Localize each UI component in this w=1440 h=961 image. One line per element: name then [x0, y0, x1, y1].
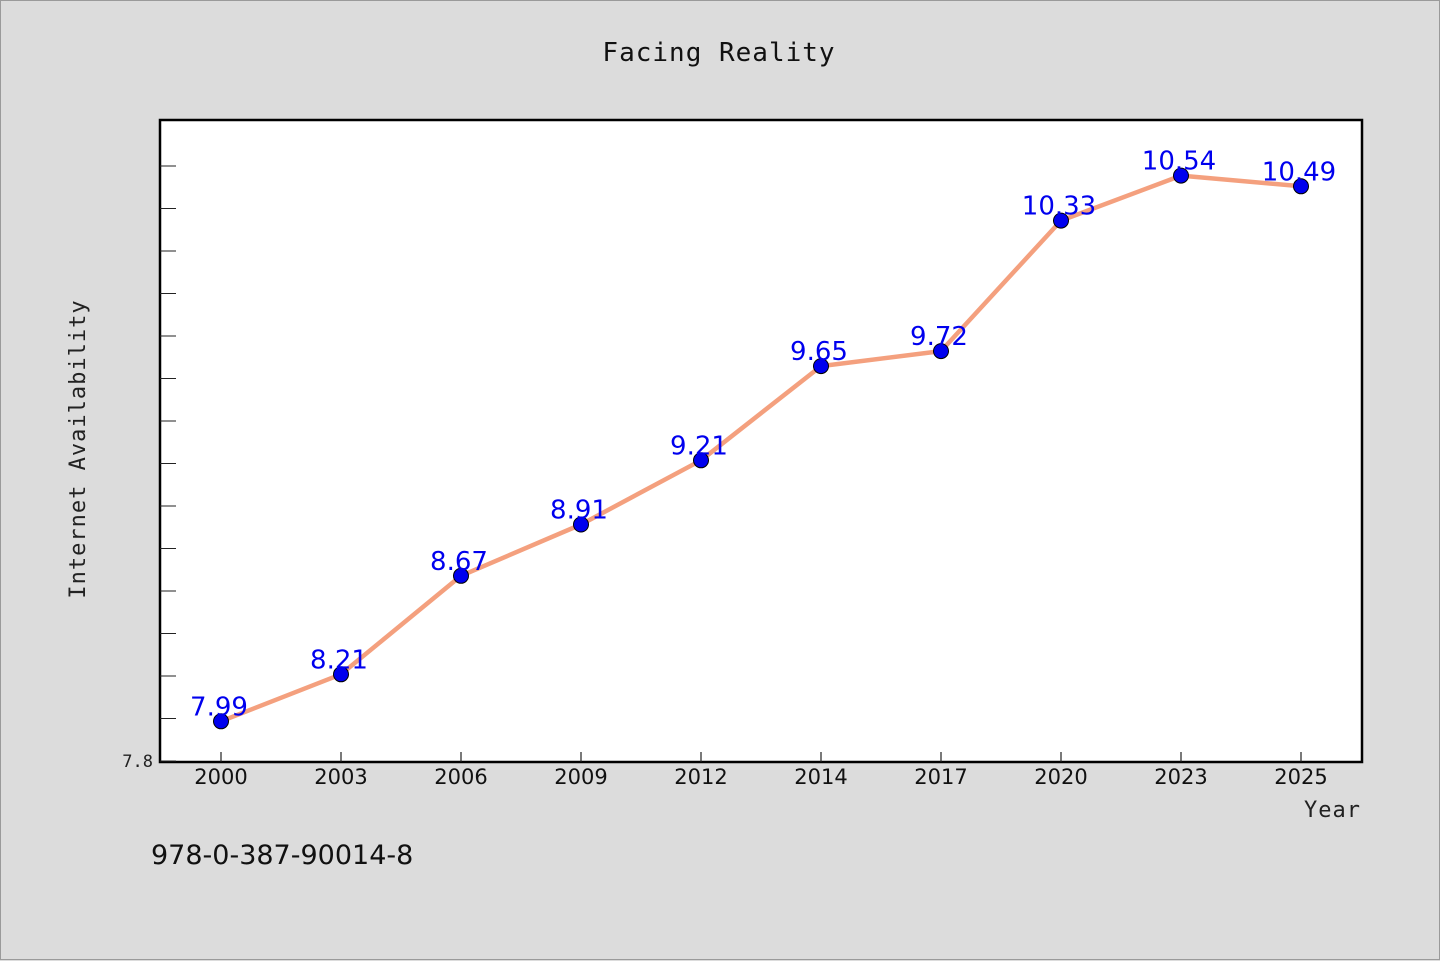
series-markers: [213, 167, 1309, 730]
data-point-label: 8.91: [550, 496, 608, 526]
x-axis-tick-labels: 2000 2003 2006 2009 2012 2014 2017 2020 2023 2025: [194, 765, 1327, 789]
data-point-label: 7.99: [190, 692, 248, 722]
data-point-marker: [213, 713, 229, 730]
data-point-marker: [693, 452, 709, 469]
x-tick-label: 2009: [554, 765, 607, 789]
x-tick-label: 2025: [1274, 765, 1327, 789]
data-point-marker: [333, 666, 349, 683]
data-point-label: 9.65: [790, 337, 848, 367]
data-point-label: 9.21: [670, 431, 728, 461]
x-tick-label: 2023: [1154, 765, 1207, 789]
isbn-footer-text: 978-0-387-90014-8: [151, 840, 413, 871]
x-tick-label: 2017: [914, 765, 967, 789]
data-point-marker: [933, 343, 949, 360]
data-point-label: 10.54: [1142, 147, 1216, 177]
data-point-marker: [573, 516, 589, 533]
x-tick-label: 2006: [434, 765, 487, 789]
x-tick-label: 2003: [314, 765, 367, 789]
data-point-label: 8.67: [430, 547, 488, 577]
plot-area: [158, 118, 1364, 764]
y-tick-label: 7.8: [122, 752, 153, 772]
series-line: [218, 173, 1304, 724]
x-tick-label: 2020: [1034, 765, 1087, 789]
x-tick-label: 2000: [194, 765, 247, 789]
data-point-label: 10.33: [1022, 192, 1096, 222]
data-point-label: 9.72: [910, 322, 968, 352]
data-point-marker: [1293, 178, 1309, 195]
x-tick-label: 2012: [674, 765, 727, 789]
data-point-marker: [1053, 212, 1069, 229]
data-point-label: 10.49: [1262, 157, 1336, 187]
data-point-label: 8.21: [310, 645, 368, 675]
x-axis-label: Year: [1304, 798, 1361, 823]
chart-title: Facing Reality: [602, 38, 835, 68]
x-axis-ticks: [220, 752, 1302, 762]
series-data-labels: 7.99 8.21 8.67 8.91 9.21 9.65 9.72 10.33 10.54 10…: [190, 147, 1336, 723]
y-axis-ticks: [160, 165, 176, 762]
data-point-marker: [813, 358, 829, 375]
data-point-marker: [1173, 167, 1189, 184]
y-axis-label: Internet Availability: [66, 299, 91, 598]
data-point-marker: [453, 567, 469, 584]
x-tick-label: 2014: [794, 765, 847, 789]
